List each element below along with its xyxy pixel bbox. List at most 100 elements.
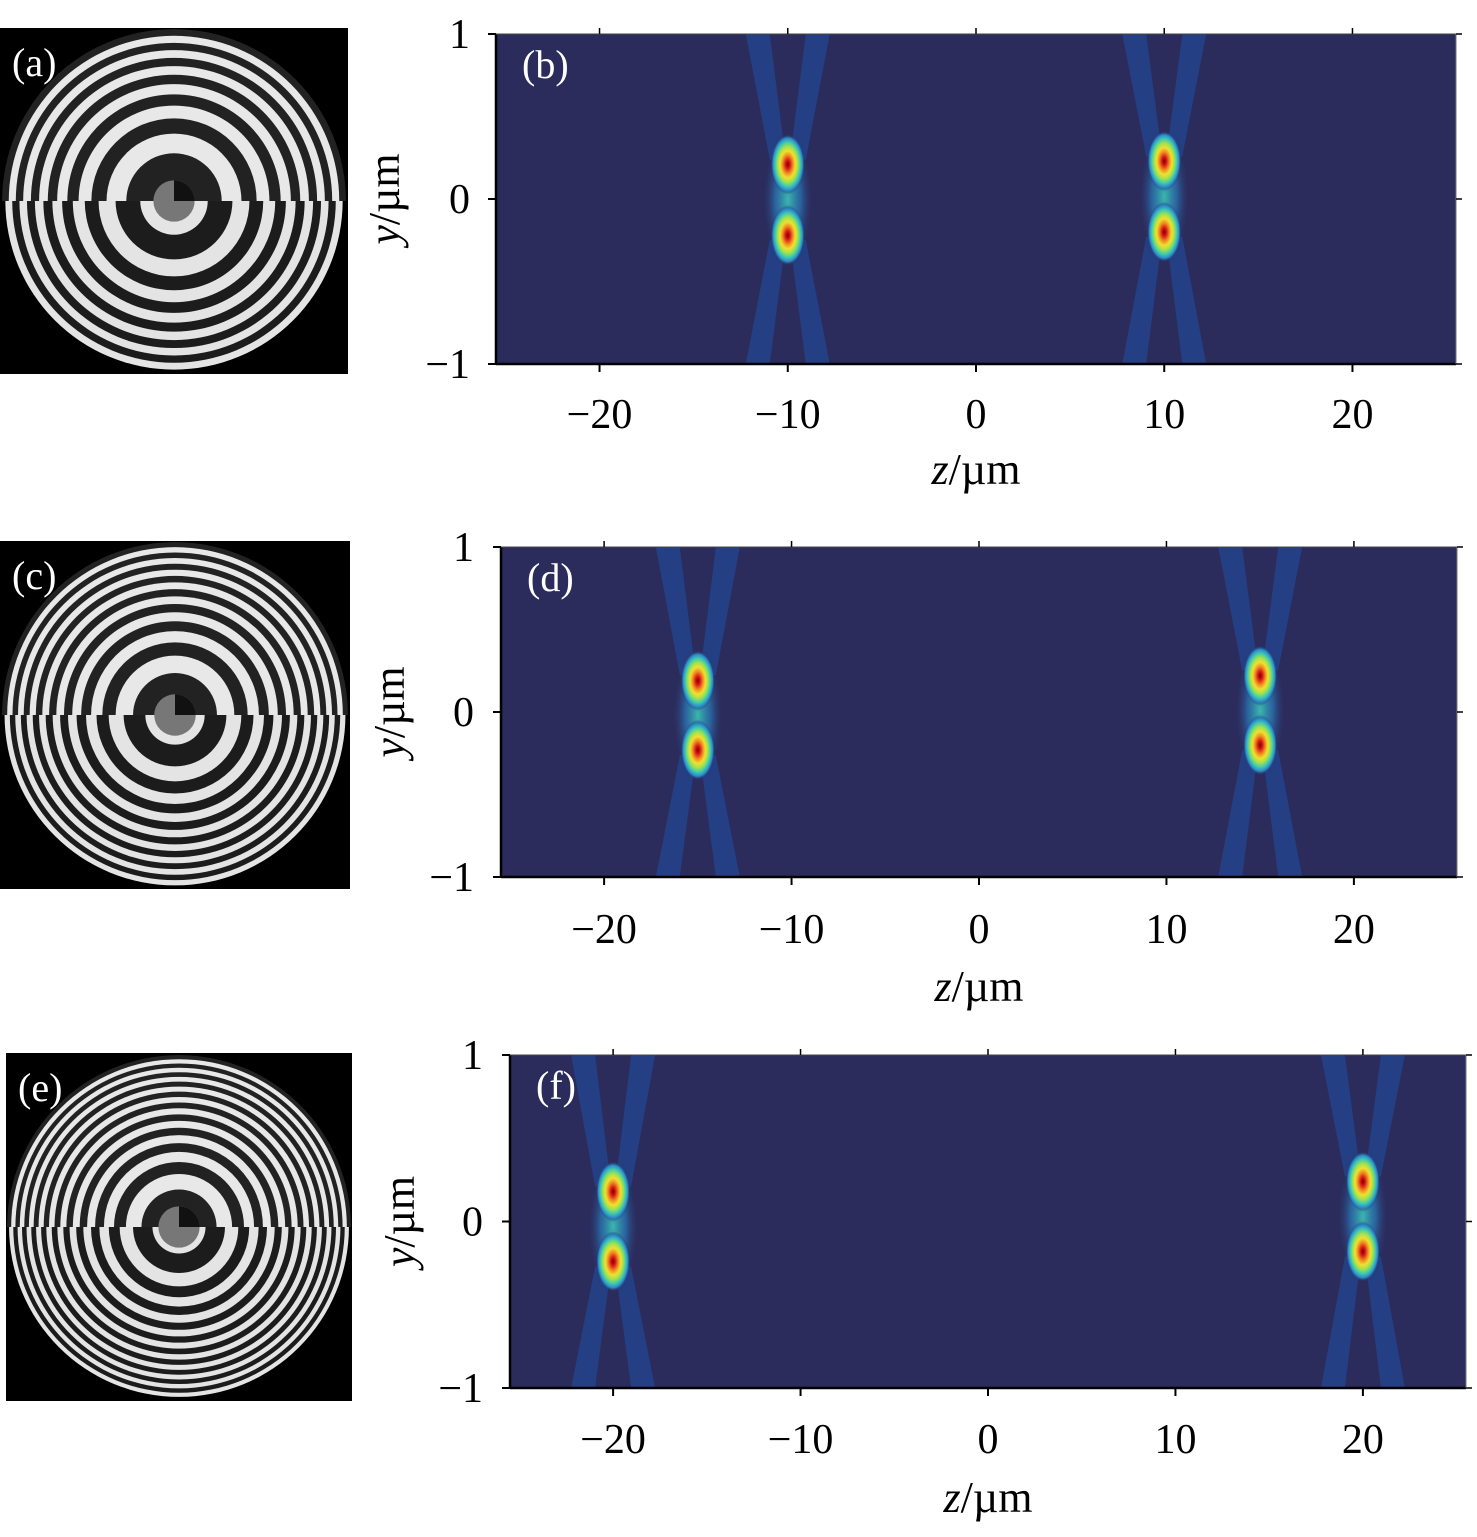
- x-tick-label: −20: [567, 392, 633, 438]
- x-axis-label: z/µm: [943, 1473, 1033, 1522]
- y-tick-label: 0: [449, 177, 470, 223]
- y-tick-label: 1: [453, 525, 474, 571]
- side-lobe: [745, 34, 786, 160]
- y-tick-label: −1: [425, 342, 470, 388]
- x-tick-label: −20: [580, 1417, 646, 1463]
- phase-mask-image: (e): [6, 1053, 352, 1401]
- y-axis-label-unit: /µm: [375, 1176, 424, 1248]
- y-tick-label: −1: [438, 1366, 483, 1412]
- side-lobe: [655, 547, 696, 676]
- y-axis-label: y/µm: [365, 666, 414, 761]
- plot-panel-label: (f): [536, 1063, 576, 1108]
- focal-spot: [770, 205, 805, 266]
- x-tick-label: 20: [1333, 907, 1375, 953]
- phase-mask-image: (a): [0, 28, 348, 374]
- focal-spot: [596, 1231, 631, 1292]
- focus-side-lobes: [1122, 34, 1207, 364]
- y-tick-label: 0: [462, 1200, 483, 1246]
- side-lobe: [1122, 34, 1163, 157]
- focal-spot: [1147, 131, 1182, 192]
- plot-panel-label: (d): [527, 555, 574, 600]
- plot-background: [501, 547, 1457, 877]
- x-tick-label: 10: [1143, 392, 1185, 438]
- focal-spot: [1243, 715, 1278, 775]
- focus-side-lobes: [655, 547, 740, 877]
- mask-center-dark: [175, 694, 196, 715]
- side-lobe: [1364, 1256, 1405, 1388]
- x-axis-label-var: z: [943, 1473, 961, 1522]
- mask-rings: [2, 29, 346, 370]
- plot-panel-label: (b): [522, 42, 569, 87]
- focal-spot: [1345, 1221, 1380, 1282]
- mask-panel-label: (c): [12, 553, 56, 598]
- x-tick-label: 10: [1154, 1417, 1196, 1463]
- focal-spot: [1345, 1151, 1380, 1212]
- x-tick-label: 10: [1145, 907, 1187, 953]
- y-axis-label-var: y: [360, 225, 409, 249]
- focus-side-lobes: [571, 1055, 656, 1388]
- side-lobe: [1166, 236, 1207, 364]
- mask-center-dark: [179, 1206, 200, 1227]
- x-tick-label: −10: [755, 392, 821, 438]
- focal-spot: [1147, 202, 1182, 262]
- plot-background: [510, 1055, 1466, 1388]
- focal-spot: [596, 1161, 631, 1222]
- y-axis-label-var: y: [375, 1247, 424, 1271]
- side-lobe: [571, 1266, 612, 1388]
- side-lobe: [1122, 236, 1163, 364]
- y-axis-label-unit: /µm: [360, 153, 409, 225]
- mask-ring-top: [126, 153, 222, 201]
- mask-ring-top: [133, 673, 217, 715]
- y-axis-label-var: y: [365, 738, 414, 762]
- y-axis-label-unit: /µm: [365, 666, 414, 738]
- side-lobe: [699, 755, 740, 877]
- x-tick-label: −10: [759, 907, 825, 953]
- side-lobe: [1218, 750, 1259, 877]
- side-lobe: [1166, 34, 1207, 157]
- side-lobe: [745, 239, 786, 364]
- plot-background: [496, 34, 1456, 364]
- mask-panel-label: (a): [12, 40, 56, 85]
- side-lobe: [1218, 547, 1259, 671]
- mask-rings: [2, 542, 348, 886]
- side-lobe: [1262, 547, 1303, 671]
- x-tick-label: 20: [1342, 1417, 1384, 1463]
- x-axis-label-var: z: [934, 962, 952, 1011]
- side-lobe: [615, 1055, 656, 1187]
- y-tick-label: −1: [429, 855, 474, 901]
- y-axis-label: y/µm: [360, 153, 409, 248]
- side-lobe: [789, 34, 830, 160]
- y-tick-label: 1: [449, 12, 470, 58]
- focus-side-lobes: [1218, 547, 1303, 877]
- x-axis-label: z/µm: [931, 445, 1021, 494]
- y-tick-label: 0: [453, 690, 474, 736]
- x-axis-label-unit: /µm: [952, 962, 1024, 1011]
- side-lobe: [789, 239, 830, 364]
- x-tick-label: 0: [966, 392, 987, 438]
- y-axis-label: y/µm: [375, 1176, 424, 1271]
- side-lobe: [699, 547, 740, 676]
- focus-side-lobes: [745, 34, 830, 364]
- x-axis-label-var: z: [931, 445, 949, 494]
- focus-side-lobes: [1320, 1055, 1405, 1388]
- x-tick-label: 20: [1331, 392, 1373, 438]
- mask-center-dark: [174, 180, 195, 201]
- phase-mask-image: (c): [0, 541, 350, 889]
- side-lobe: [655, 755, 696, 877]
- side-lobe: [571, 1055, 612, 1187]
- x-tick-label: −10: [768, 1417, 834, 1463]
- focal-spot: [1243, 645, 1278, 706]
- focal-spot: [680, 719, 715, 780]
- x-tick-label: 0: [978, 1417, 999, 1463]
- x-axis-label: z/µm: [934, 962, 1024, 1011]
- x-tick-label: −20: [571, 907, 637, 953]
- x-tick-label: 0: [969, 907, 990, 953]
- x-axis-label-unit: /µm: [961, 1473, 1033, 1522]
- side-lobe: [1364, 1055, 1405, 1177]
- mask-panel-label: (e): [18, 1065, 62, 1110]
